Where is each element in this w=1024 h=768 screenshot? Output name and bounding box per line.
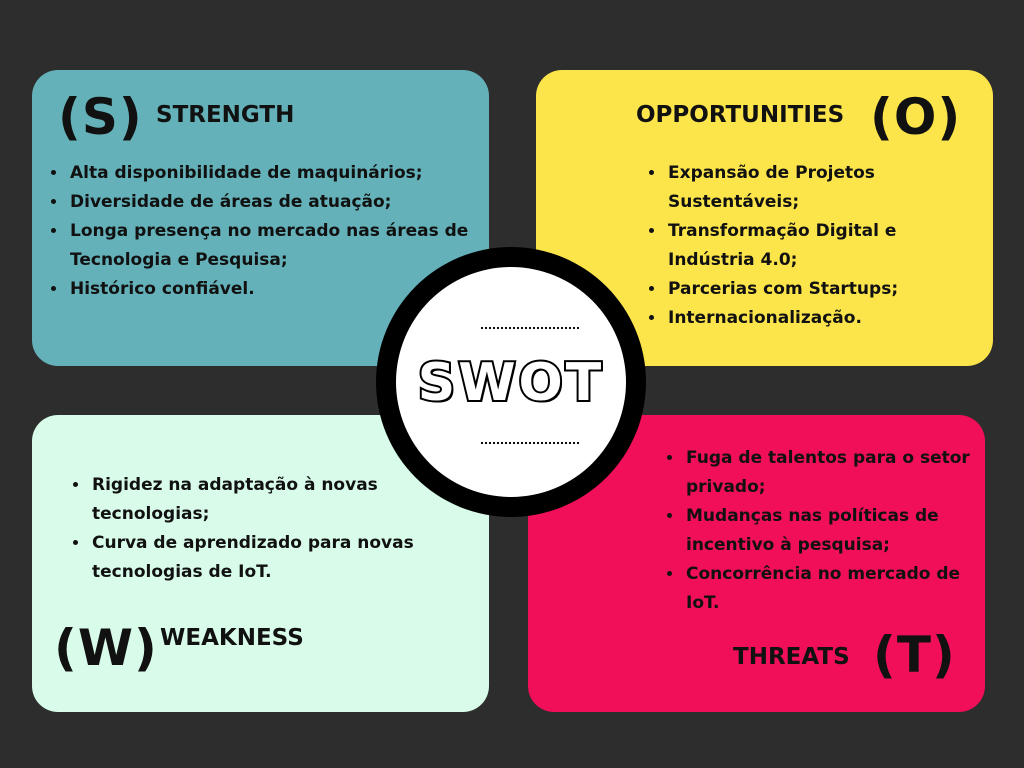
list-item: Internacionalização. [666, 304, 986, 333]
opportunities-list: Expansão de Projetos Sustentáveis; Trans… [646, 159, 986, 333]
threats-list: Fuga de talentos para o setor privado; M… [664, 444, 984, 618]
list-item: Transformação Digital e Indústria 4.0; [666, 217, 986, 275]
swot-inner-circle: SWOT [396, 267, 626, 497]
dotted-divider-bottom [480, 441, 580, 445]
strength-quadrant: (S) STRENGTH Alta disponibilidade de maq… [32, 70, 489, 366]
list-item: Concorrência no mercado de IoT. [684, 560, 984, 618]
list-item: Expansão de Projetos Sustentáveis; [666, 159, 986, 217]
list-item: Alta disponibilidade de maquinários; [68, 159, 488, 188]
list-item: Rigidez na adaptação à novas tecnologias… [90, 471, 470, 529]
opportunities-letter: (O) [870, 88, 962, 146]
weakness-list: Rigidez na adaptação à novas tecnologias… [70, 471, 470, 587]
dotted-divider-top [480, 326, 580, 330]
list-item: Mudanças nas políticas de incentivo à pe… [684, 502, 984, 560]
threats-letter: (T) [873, 626, 956, 684]
strength-label: STRENGTH [156, 102, 295, 128]
list-item: Curva de aprendizado para novas tecnolog… [90, 529, 470, 587]
list-item: Parcerias com Startups; [666, 275, 986, 304]
swot-title: SWOT [416, 353, 605, 413]
list-item: Histórico confiável. [68, 275, 488, 304]
opportunities-label: OPPORTUNITIES [636, 102, 845, 128]
strength-letter: (S) [58, 88, 143, 146]
swot-center-circle: SWOT [376, 247, 646, 517]
weakness-letter: (W) [54, 619, 158, 677]
weakness-label: WEAKNESS [160, 625, 304, 651]
weakness-quadrant: Rigidez na adaptação à novas tecnologias… [32, 415, 489, 712]
list-item: Fuga de talentos para o setor privado; [684, 444, 984, 502]
strength-list: Alta disponibilidade de maquinários; Div… [48, 159, 488, 304]
list-item: Diversidade de áreas de atuação; [68, 188, 488, 217]
threats-label: THREATS [733, 644, 850, 670]
list-item: Longa presença no mercado nas áreas de T… [68, 217, 488, 275]
